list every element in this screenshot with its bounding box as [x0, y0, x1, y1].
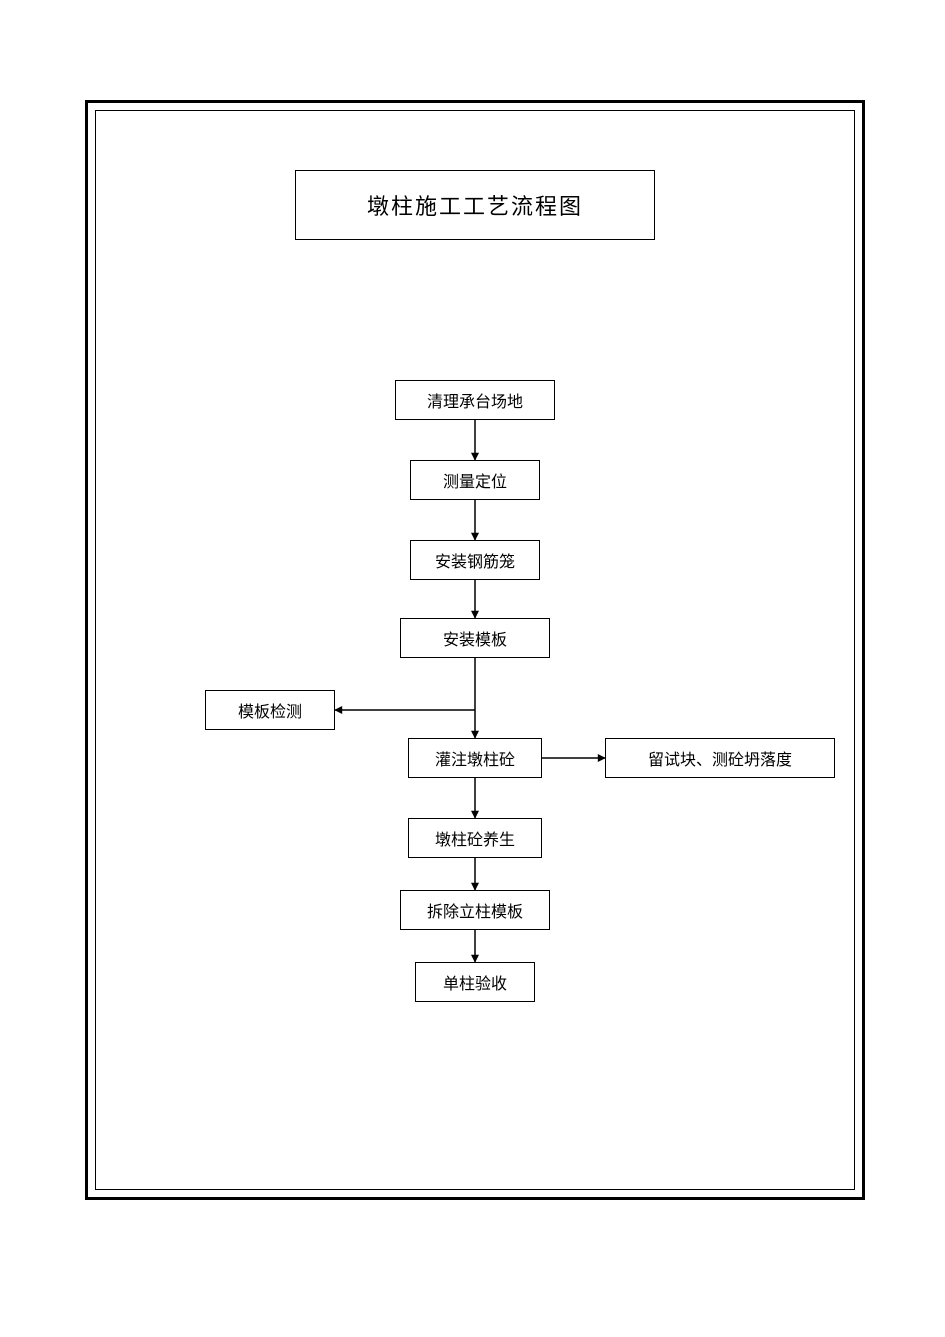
node-clean-site: 清理承台场地 — [395, 380, 555, 420]
node-label: 灌注墩柱砼 — [435, 746, 515, 770]
title-box: 墩柱施工工艺流程图 — [295, 170, 655, 240]
node-test-block: 留试块、测砼坍落度 — [605, 738, 835, 778]
node-label: 模板检测 — [238, 698, 302, 722]
node-survey-position: 测量定位 — [410, 460, 540, 500]
node-curing: 墩柱砼养生 — [408, 818, 542, 858]
node-label: 清理承台场地 — [427, 388, 523, 412]
node-install-formwork: 安装模板 — [400, 618, 550, 658]
node-acceptance: 单柱验收 — [415, 962, 535, 1002]
node-formwork-check: 模板检测 — [205, 690, 335, 730]
node-label: 单柱验收 — [443, 970, 507, 994]
node-pour-concrete: 灌注墩柱砼 — [408, 738, 542, 778]
node-label: 安装钢筋笼 — [435, 548, 515, 572]
node-remove-formwork: 拆除立柱模板 — [400, 890, 550, 930]
node-label: 拆除立柱模板 — [427, 898, 523, 922]
node-install-rebar: 安装钢筋笼 — [410, 540, 540, 580]
node-label: 墩柱砼养生 — [435, 826, 515, 850]
node-label: 安装模板 — [443, 626, 507, 650]
title-text: 墩柱施工工艺流程图 — [367, 189, 583, 221]
node-label: 留试块、测砼坍落度 — [648, 746, 792, 770]
node-label: 测量定位 — [443, 468, 507, 492]
